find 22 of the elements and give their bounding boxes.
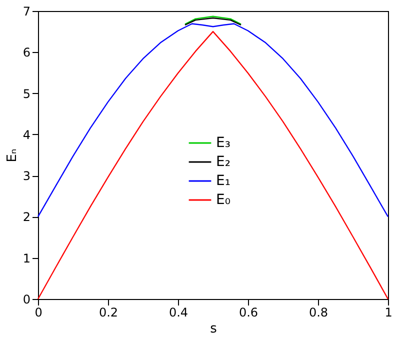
y-tick-label: 4: [22, 128, 30, 142]
line-series: [37, 30, 389, 300]
legend-label: E₃: [216, 135, 230, 151]
line-series: [37, 23, 389, 218]
x-tick-label: 0.2: [98, 306, 118, 320]
y-tick-label: 1: [22, 251, 30, 266]
y-tick-label: 5: [22, 86, 30, 101]
legend-label: E₂: [216, 154, 230, 170]
x-tick-label: 0.6: [238, 306, 258, 320]
y-tick-label: 2: [22, 210, 30, 224]
y-tick-label: 6: [22, 46, 30, 60]
y-tick-label: 7: [22, 4, 30, 18]
x-tick-label: 0.4: [168, 306, 188, 320]
y-tick-label: 3: [22, 169, 30, 184]
x-axis-title: s: [210, 322, 218, 336]
x-tick-label: 0.8: [308, 306, 328, 320]
y-axis-title: Eₙ: [4, 148, 20, 162]
x-tick-label: 0: [34, 306, 42, 320]
y-tick-label: 0: [22, 292, 30, 306]
x-tick-label: 1: [384, 306, 392, 320]
legend-label: E₁: [216, 173, 230, 189]
legend-label: E₀: [216, 192, 231, 208]
